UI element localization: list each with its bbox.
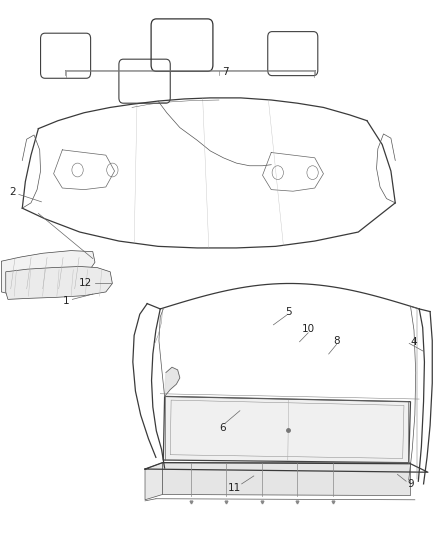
Polygon shape [6,266,113,300]
Text: 7: 7 [222,68,228,77]
Text: 2: 2 [9,187,16,197]
Polygon shape [162,463,410,496]
Text: 11: 11 [228,483,241,493]
Polygon shape [163,397,410,463]
Text: 9: 9 [407,479,414,489]
Text: 1: 1 [63,296,69,306]
Text: 6: 6 [219,423,226,433]
Polygon shape [145,463,162,500]
Text: 8: 8 [333,336,340,346]
Polygon shape [165,367,180,397]
Text: 5: 5 [285,306,292,317]
Text: 10: 10 [302,324,315,334]
Text: 12: 12 [78,278,92,288]
Text: 4: 4 [411,337,417,347]
Polygon shape [1,251,95,293]
